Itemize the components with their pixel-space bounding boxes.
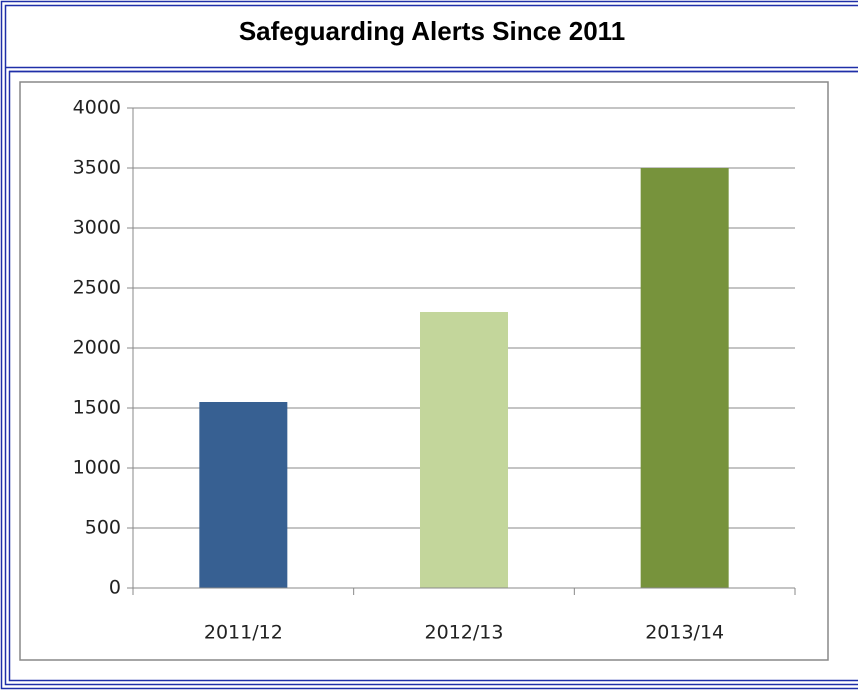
y-tick-label: 1500	[73, 397, 121, 419]
y-tick-label: 0	[109, 577, 121, 599]
x-tick-label: 2013/14	[645, 622, 724, 644]
inner-border	[4, 4, 858, 686]
x-tick-label: 2012/13	[425, 622, 504, 644]
y-tick-label: 3500	[73, 157, 121, 179]
bar	[640, 168, 729, 588]
y-tick-label: 2000	[73, 337, 121, 359]
y-tick-label: 500	[85, 517, 121, 539]
chart-title: Safeguarding Alerts Since 2011	[239, 16, 625, 46]
bar	[420, 312, 508, 588]
y-tick-label: 3000	[73, 217, 121, 239]
bar	[199, 402, 288, 588]
cell-border	[8, 70, 858, 682]
y-tick-label: 2500	[73, 277, 121, 299]
y-tick-label: 4000	[73, 97, 121, 119]
y-tick-label: 1000	[73, 457, 121, 479]
x-tick-label: 2011/12	[204, 622, 283, 644]
